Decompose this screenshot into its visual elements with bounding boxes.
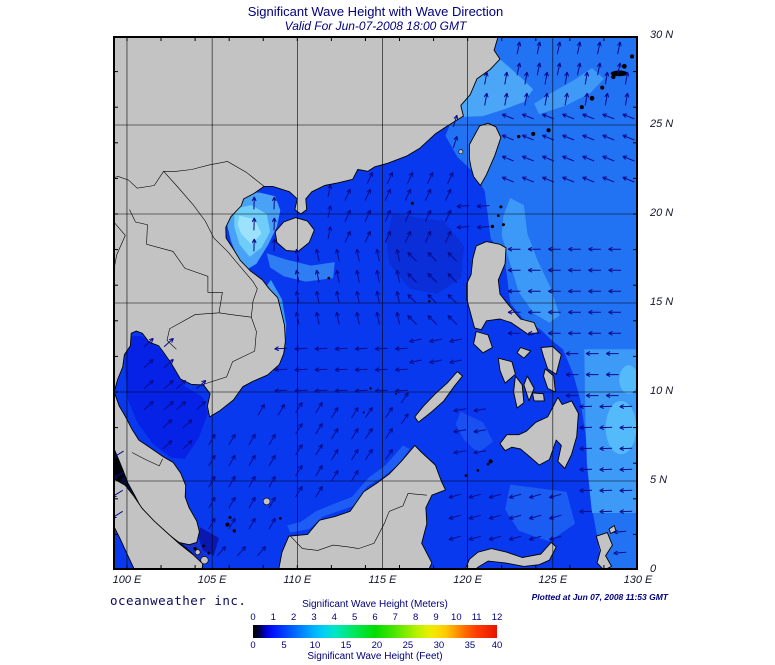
feet-tick: 0 (250, 640, 256, 651)
colorbar-title-meters: Significant Wave Height (Meters) (302, 599, 448, 610)
meters-tick: 2 (291, 612, 297, 623)
meters-tick: 5 (352, 612, 358, 623)
lon-axis-label: 100 E (112, 574, 142, 586)
meters-tick: 0 (250, 612, 256, 623)
colorbar-feet-ticks: 0 5 10 15 20 25 30 35 40 (250, 640, 502, 651)
feet-tick: 35 (464, 640, 476, 651)
lat-axis-label: 15 N (650, 296, 674, 308)
lat-axis-label: 30 N (650, 29, 674, 41)
axis-ticks (113, 36, 638, 570)
feet-tick: 15 (340, 640, 352, 651)
meters-tick: 8 (413, 612, 419, 623)
feet-tick: 40 (491, 640, 503, 651)
meters-tick: 6 (372, 612, 378, 623)
feet-tick: 10 (309, 640, 321, 651)
meters-tick: 10 (451, 612, 462, 623)
lat-axis-label: 0 (650, 563, 657, 575)
meters-tick: 3 (311, 612, 317, 623)
graticule (113, 36, 638, 570)
map-canvas (113, 36, 638, 570)
colorbar-meters-ticks: 0 1 2 3 4 5 6 7 8 9 10 11 12 (250, 612, 502, 623)
lon-axis-label: 105 E (197, 574, 227, 586)
lon-axis-label: 115 E (368, 574, 397, 586)
feet-tick: 30 (433, 640, 445, 651)
lat-axis-label: 5 N (650, 474, 668, 486)
valid-time-subtitle: Valid For Jun-07-2008 18:00 GMT (284, 19, 467, 33)
lon-axis-label: 125 E (538, 574, 568, 586)
lon-axis-label: 120 E (453, 574, 483, 586)
colorbar-title-feet: Significant Wave Height (Feet) (307, 651, 443, 662)
wave-direction-arrows (113, 41, 635, 557)
feet-tick: 25 (402, 640, 414, 651)
lat-axis-label: 10 N (650, 385, 674, 397)
feet-tick: 20 (371, 640, 383, 651)
lon-axis-label: 130 E (623, 574, 653, 586)
lon-axis-label: 110 E (283, 574, 312, 586)
meters-tick: 1 (270, 612, 276, 623)
meters-tick: 9 (433, 612, 439, 623)
lat-axis-label: 20 N (650, 207, 674, 219)
feet-tick: 5 (281, 640, 287, 651)
lat-axis-label: 25 N (650, 118, 674, 130)
page-title: Significant Wave Height with Wave Direct… (247, 4, 504, 19)
map-frame (113, 36, 638, 570)
meters-tick: 7 (392, 612, 398, 623)
meters-tick: 12 (491, 612, 503, 623)
plotted-at-timestamp: Plotted at Jun 07, 2008 11:53 GMT (531, 592, 668, 602)
colorbar-gradient (253, 625, 497, 638)
oceanweather-logo: oceanweather inc. (110, 593, 247, 608)
meters-tick: 11 (471, 612, 482, 623)
land-masses (113, 36, 617, 570)
meters-tick: 4 (331, 612, 337, 623)
country-borders (113, 161, 427, 551)
